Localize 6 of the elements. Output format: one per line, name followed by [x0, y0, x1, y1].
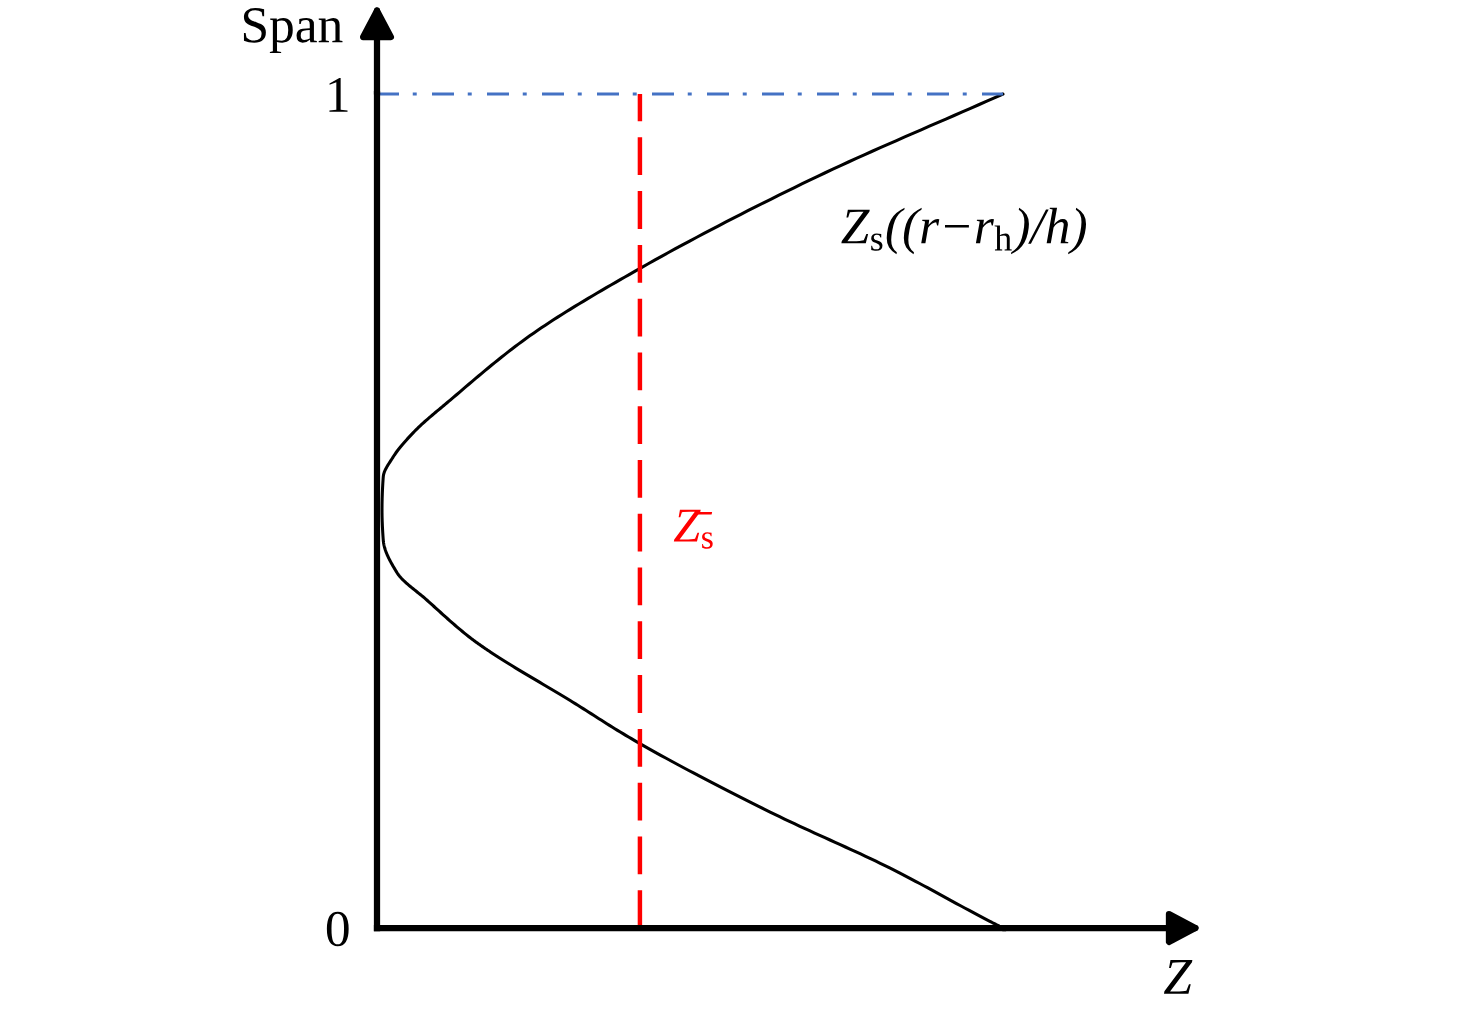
y-tick-label: 0	[326, 911, 349, 947]
x-axis-title: Z	[1163, 960, 1193, 994]
ref-line-label: Z̄$_{s}$	[673, 509, 713, 549]
series-label: Z$_{s}$((r−r$_{h}$)/h)	[841, 207, 1087, 255]
y-tick-label: 1	[329, 77, 348, 112]
y-axis-title: Span	[243, 8, 343, 54]
